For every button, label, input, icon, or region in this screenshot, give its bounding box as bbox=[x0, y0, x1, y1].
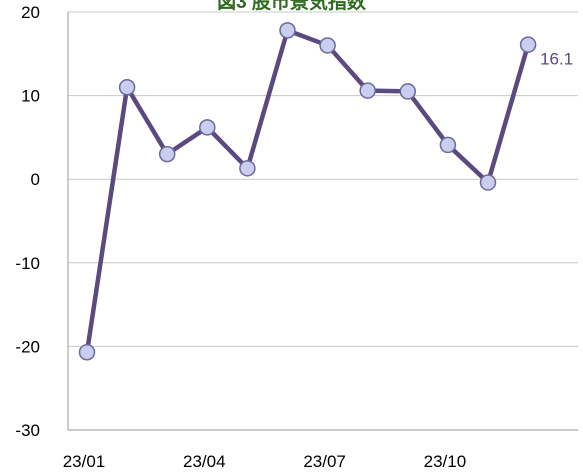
x-tick-label: 23/01 bbox=[63, 452, 106, 471]
y-tick-label: 0 bbox=[31, 170, 40, 189]
series-line bbox=[84, 28, 531, 355]
y-tick-label: -10 bbox=[15, 254, 40, 273]
axes bbox=[67, 12, 578, 431]
data-point bbox=[239, 160, 256, 177]
data-point bbox=[118, 78, 136, 96]
y-tick-labels: 20 10 0 -10 -20 -30 bbox=[15, 3, 40, 440]
data-point bbox=[439, 136, 457, 154]
data-point bbox=[158, 145, 176, 163]
data-label: 16.1 bbox=[540, 50, 573, 69]
annotations: 16.1 bbox=[540, 50, 573, 69]
data-point bbox=[359, 82, 376, 99]
chart-title: 図3 股市景気指数 bbox=[217, 0, 366, 13]
data-point bbox=[479, 174, 497, 191]
y-tick-label: 10 bbox=[21, 87, 40, 106]
data-point bbox=[519, 36, 537, 53]
y-tick-label: -30 bbox=[15, 421, 40, 440]
series bbox=[78, 22, 537, 361]
data-point bbox=[319, 37, 336, 54]
y-tick-label: 20 bbox=[21, 3, 40, 22]
x-tick-label: 23/04 bbox=[183, 452, 226, 471]
data-point bbox=[199, 119, 216, 136]
data-point bbox=[399, 83, 417, 100]
gridlines bbox=[68, 11, 578, 347]
x-tick-label: 23/07 bbox=[303, 452, 346, 471]
x-tick-labels: 23/01 23/04 23/07 23/10 bbox=[63, 452, 466, 471]
data-point bbox=[78, 344, 96, 361]
x-tick-label: 23/10 bbox=[424, 452, 467, 471]
data-point bbox=[279, 22, 296, 39]
y-tick-label: -20 bbox=[15, 337, 40, 356]
